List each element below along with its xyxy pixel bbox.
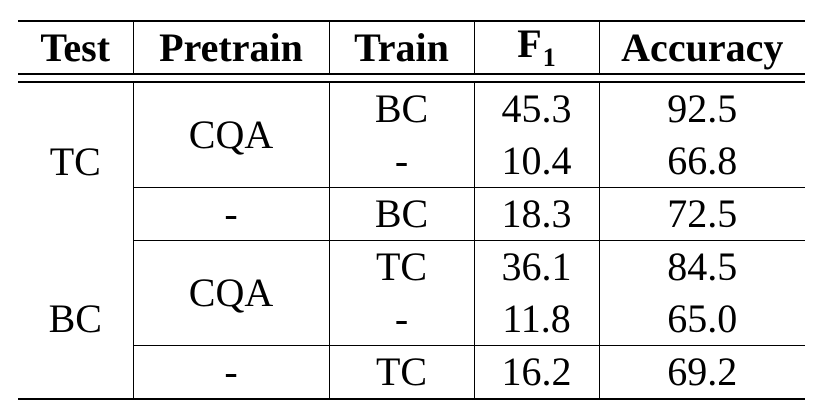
f1-cell: 18.3 — [474, 187, 600, 241]
table-row: - BC 18.3 72.5 — [18, 187, 805, 241]
train-cell: - — [329, 293, 475, 346]
pretrain-cell: CQA — [133, 240, 330, 346]
table-row: - 11.8 65.0 — [18, 293, 805, 346]
header-test: Test — [18, 20, 134, 75]
group-bc: BC CQA TC 36.1 84.5 - 11.8 65.0 - TC 16.… — [18, 240, 805, 400]
accuracy-cell: 69.2 — [599, 345, 805, 400]
train-cell: - — [329, 135, 475, 188]
test-cell: TC — [18, 82, 134, 241]
header-f1-main: F — [517, 21, 542, 66]
f1-cell: 11.8 — [474, 293, 600, 346]
header-accuracy: Accuracy — [599, 20, 805, 75]
header-train: Train — [329, 20, 475, 75]
accuracy-cell: 92.5 — [667, 86, 738, 131]
header-f1: F1 — [474, 20, 600, 75]
header-f1-subscript: 1 — [542, 43, 556, 72]
f1-cell: 16.2 — [474, 345, 600, 400]
f1-cell: 10.4 — [474, 135, 600, 188]
pretrain-cell: - — [133, 345, 330, 400]
pretrain-cell: CQA — [133, 82, 330, 188]
table-header: Test Pretrain Train F1 Accuracy — [18, 20, 805, 83]
table-row: - 10.4 66.8 — [18, 135, 805, 188]
table-row: - TC 16.2 69.2 — [18, 345, 805, 400]
header-row: Test Pretrain Train F1 Accuracy — [18, 20, 805, 75]
accuracy-cell: 66.8 — [667, 138, 738, 183]
train-cell: BC — [329, 187, 475, 241]
train-cell: TC — [329, 240, 475, 293]
results-table: Test Pretrain Train F1 Accuracy TC CQA B… — [18, 20, 805, 400]
header-pretrain: Pretrain — [133, 20, 330, 75]
table-row: TC CQA BC 45.3 92.5 — [18, 82, 805, 241]
accuracy-cell: 84.5 — [667, 244, 738, 289]
header-double-rule — [18, 74, 805, 83]
pretrain-cell: - — [133, 187, 330, 241]
test-cell: BC — [18, 240, 134, 400]
f1-cell: 36.1 — [474, 240, 600, 293]
f1-cell: 45.3 — [474, 82, 600, 135]
train-cell: BC — [329, 82, 475, 135]
group-tc: TC CQA BC 45.3 92.5 - 10.4 66.8 - BC 18.… — [18, 82, 805, 241]
train-cell: TC — [329, 345, 475, 400]
accuracy-cell: 72.5 — [599, 187, 805, 241]
accuracy-cell: 65.0 — [667, 296, 738, 341]
table-row: BC CQA TC 36.1 84.5 — [18, 240, 805, 400]
